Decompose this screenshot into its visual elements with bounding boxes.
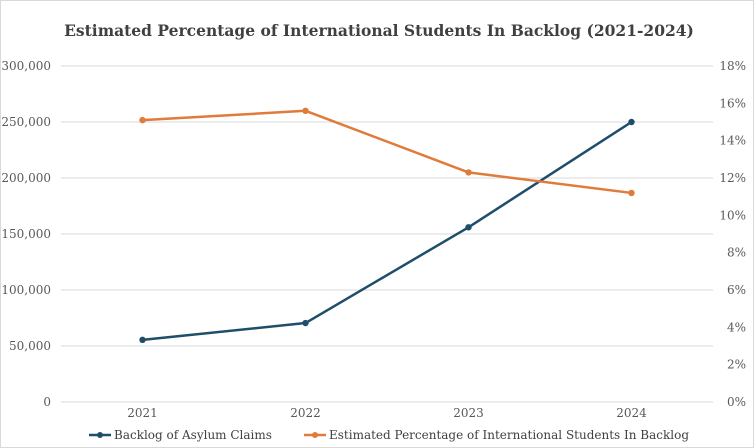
data-point: [465, 224, 472, 231]
right-axis-tick-label: 14%: [719, 134, 746, 148]
legend-label: Backlog of Asylum Claims: [114, 428, 272, 442]
x-axis-ticks: 2021 2022 2023 2024: [127, 406, 647, 420]
right-axis-tick-label: 0%: [727, 395, 746, 409]
data-point: [302, 107, 309, 115]
right-axis-tick-label: 18%: [719, 59, 746, 73]
left-axis-tick-label: 0: [43, 395, 51, 409]
data-point: [628, 118, 635, 126]
grid-lines: [61, 65, 713, 403]
legend: Backlog of Asylum Claims Estimated Percen…: [89, 428, 689, 442]
legend-item: Backlog of Asylum Claims: [89, 428, 272, 442]
right-axis-tick-label: 10%: [719, 208, 746, 222]
left-axis-tick-label: 150,000: [1, 227, 51, 241]
series-2: [139, 107, 635, 197]
right-axis-tick-label: 6%: [727, 283, 746, 297]
left-axis-tick-label: 200,000: [1, 171, 51, 185]
left-axis-tick-label: 250,000: [1, 115, 51, 129]
left-axis-tick-label: 50,000: [9, 339, 51, 353]
data-point: [139, 116, 146, 124]
legend-label: Estimated Percentage of International St…: [329, 428, 689, 442]
x-axis-tick-label: 2022: [290, 406, 321, 420]
left-axis-tick-label: 100,000: [1, 283, 51, 297]
data-point: [628, 189, 635, 197]
right-axis-tick-label: 2%: [727, 358, 746, 372]
x-axis-tick-label: 2024: [616, 406, 647, 420]
legend-item: Estimated Percentage of International St…: [304, 428, 689, 442]
right-axis-tick-label: 4%: [727, 320, 746, 334]
series-1: [139, 118, 635, 344]
left-axis-tick-label: 300,000: [1, 59, 51, 73]
left-axis-ticks: 0 50,000 100,000 150,000 200,000 250,000 300,0…: [1, 59, 51, 409]
legend-swatch-marker: [97, 432, 103, 438]
x-axis-tick-label: 2023: [453, 406, 484, 420]
data-point: [302, 319, 309, 327]
right-axis-tick-label: 12%: [719, 171, 746, 185]
data-point: [139, 336, 146, 344]
chart-title: Estimated Percentage of International St…: [64, 21, 694, 40]
right-axis-tick-label: 8%: [727, 246, 746, 260]
x-axis-tick-label: 2021: [127, 406, 158, 420]
right-axis-tick-label: 16%: [719, 96, 746, 110]
legend-swatch-marker: [312, 432, 318, 438]
series-line: [142, 109, 632, 195]
series-lines: [139, 107, 635, 344]
series-line: [142, 120, 633, 342]
data-point: [465, 169, 472, 176]
right-axis-ticks: 0% 2% 4% 6% 8% 10% 12% 14% 16% 18%: [719, 59, 746, 409]
